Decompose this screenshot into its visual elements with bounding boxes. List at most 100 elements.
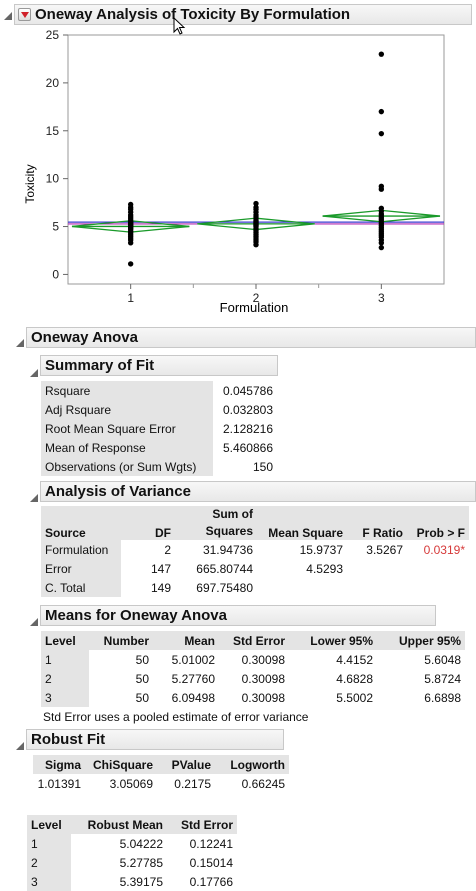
anova-df: 2	[164, 542, 171, 557]
robust-level-cell: 2	[27, 853, 71, 872]
collapse-triangle-icon[interactable]	[16, 339, 24, 347]
means-cell: 4.4152	[336, 652, 373, 667]
means-cell: 4.6828	[336, 671, 373, 686]
robust-level-col-header: Level	[31, 817, 62, 832]
robust-stats-col-header: PValue	[171, 757, 211, 772]
y-tick-label: 10	[46, 172, 60, 186]
robust-stats-value: 0.66245	[241, 776, 285, 791]
robust-stats-col-header: ChiSquare	[92, 757, 153, 772]
means-row: 3 50 6.09498 0.30098 5.5002 6.6898	[41, 688, 465, 707]
y-tick-label: 15	[46, 124, 60, 138]
means-cell: 50	[135, 652, 149, 667]
robust-stats-header-row: Sigma ChiSquare PValue Logworth	[33, 755, 289, 774]
means-col-header: Mean	[184, 633, 215, 648]
robust-fit-header[interactable]: Robust Fit	[26, 729, 284, 750]
means-col-header: Std Error	[232, 633, 285, 648]
col-ss-bottom: Squares	[205, 524, 253, 538]
summary-label: Rsquare	[41, 381, 213, 400]
means-cell: 3	[41, 688, 89, 707]
data-point	[127, 201, 134, 208]
anova-ss: 31.94736	[202, 542, 253, 557]
data-point	[378, 108, 385, 115]
summary-value: 0.045786	[222, 383, 273, 398]
means-cell: 6.09498	[171, 690, 215, 705]
x-tick-label: 2	[253, 291, 260, 305]
collapse-triangle-icon[interactable]	[16, 742, 24, 750]
anova-p	[407, 578, 469, 597]
anova-f	[347, 559, 407, 578]
anova-ms: 4.5293	[306, 561, 343, 576]
summary-row: Mean of Response 5.460866	[41, 438, 277, 457]
y-tick-label: 0	[52, 267, 59, 281]
robust-level-cell: 5.04222	[119, 836, 163, 851]
anova-source: Error	[41, 559, 121, 578]
means-cell: 50	[135, 690, 149, 705]
means-row: 2 50 5.27760 0.30098 4.6828 5.8724	[41, 669, 465, 688]
means-col-header: Level	[45, 633, 76, 648]
summary-value: 0.032803	[222, 402, 273, 417]
means-col-header: Number	[103, 633, 149, 648]
means-cell: 5.27760	[171, 671, 215, 686]
anova-row: C. Total 149 697.75480	[41, 578, 469, 597]
robust-level-header-row: Level Robust Mean Std Error	[27, 815, 237, 834]
robust-level-cell: 5.27785	[119, 855, 163, 870]
data-point	[127, 261, 134, 267]
red-triangle-menu-icon[interactable]	[18, 8, 31, 21]
collapse-triangle-icon[interactable]	[4, 12, 12, 20]
collapse-triangle-icon[interactable]	[30, 618, 38, 626]
means-cell: 5.8724	[424, 671, 461, 686]
anova-p	[407, 559, 469, 578]
robust-stats-value: 1.01391	[37, 776, 81, 791]
means-cell: 1	[41, 650, 89, 669]
means-header-row: Level Number Mean Std Error Lower 95% Upper 9…	[41, 631, 465, 650]
collapse-triangle-icon[interactable]	[30, 494, 38, 502]
data-point	[253, 200, 259, 207]
x-axis-label: Formulation	[220, 300, 289, 315]
robust-level-table: Level Robust Mean Std Error 1 5.04222 0.1224…	[27, 815, 237, 891]
means-cell: 0.30098	[241, 652, 285, 667]
report-header[interactable]: Oneway Analysis of Toxicity By Formulati…	[14, 4, 472, 25]
summary-label: Observations (or Sum Wgts)	[41, 457, 213, 476]
x-tick-label: 1	[127, 291, 134, 305]
means-header[interactable]: Means for Oneway Anova	[40, 605, 436, 626]
means-cell: 6.6898	[424, 690, 461, 705]
summary-label: Root Mean Square Error	[41, 419, 213, 438]
robust-level-cell: 0.17766	[189, 874, 233, 889]
section-title: Oneway Anova	[31, 329, 138, 346]
robust-stats-col-header: Sigma	[44, 757, 81, 772]
col-source: Source	[45, 526, 86, 540]
robust-stats-col-header: Logworth	[230, 757, 285, 772]
robust-level-cell: 1	[27, 834, 71, 853]
section-title: Means for Oneway Anova	[45, 607, 227, 624]
collapse-triangle-icon[interactable]	[30, 369, 38, 377]
analysis-of-variance-header[interactable]: Analysis of Variance	[40, 481, 476, 502]
means-cell: 0.30098	[241, 690, 285, 705]
robust-level-col-header: Std Error	[180, 817, 233, 832]
summary-row: Adj Rsquare 0.032803	[41, 400, 277, 419]
mouse-cursor-icon	[173, 17, 186, 35]
section-title: Analysis of Variance	[45, 483, 191, 500]
robust-level-row: 2 5.27785 0.15014	[27, 853, 237, 872]
col-ms: Mean Square	[268, 526, 343, 540]
robust-stats-table: Sigma ChiSquare PValue Logworth 1.01391 3.05…	[33, 755, 289, 793]
means-cell: 5.01002	[171, 652, 215, 667]
anova-f: 3.5267	[366, 542, 403, 557]
robust-level-cell: 0.15014	[189, 855, 233, 870]
anova-source: C. Total	[41, 578, 121, 597]
oneway-anova-header[interactable]: Oneway Anova	[26, 327, 476, 348]
means-col-header: Lower 95%	[310, 633, 373, 648]
data-point	[378, 183, 385, 190]
summary-of-fit-header[interactable]: Summary of Fit	[40, 355, 278, 376]
anova-ss: 697.75480	[196, 580, 253, 595]
robust-level-row: 3 5.39175 0.17766	[27, 872, 237, 891]
summary-row: Observations (or Sum Wgts) 150	[41, 457, 277, 476]
robust-level-col-header: Robust Mean	[87, 817, 163, 832]
anova-header-row: Source DF Sum of Squares Mean Square F Ra…	[41, 506, 469, 540]
means-cell: 5.6048	[424, 652, 461, 667]
anova-source: Formulation	[41, 540, 121, 559]
robust-stats-value: 3.05069	[109, 776, 153, 791]
anova-df: 147	[150, 561, 171, 576]
anova-row: Error 147 665.80744 4.5293	[41, 559, 469, 578]
means-col-header: Upper 95%	[398, 633, 461, 648]
anova-f	[347, 578, 407, 597]
